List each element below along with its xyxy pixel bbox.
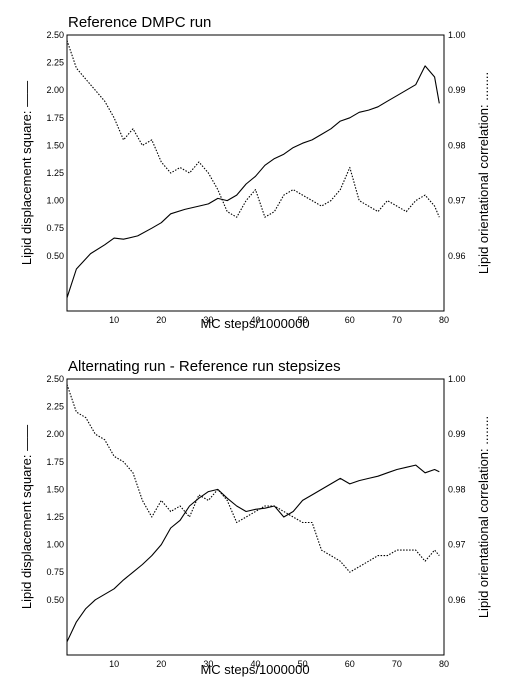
displacement-square-line <box>66 65 440 298</box>
right-y-tick-labels: 0.96 0.97 0.98 0.99 1.00 <box>448 374 466 605</box>
x-tick-label: 20 <box>156 315 166 325</box>
right-y-tick-label: 0.96 <box>448 251 466 261</box>
left-y-tick-label: 2.50 <box>46 374 64 384</box>
x-tick-label: 40 <box>250 315 260 325</box>
right-y-tick-label: 0.98 <box>448 140 466 150</box>
right-y-tick-label: 0.98 <box>448 484 466 494</box>
right-y-tick-label: 1.00 <box>448 30 466 40</box>
x-tick-label: 30 <box>203 315 213 325</box>
left-y-axis-label: Lipid displacement square: —— <box>19 425 34 609</box>
chart-title: Alternating run - Reference run stepsize… <box>68 358 341 375</box>
plot-frame <box>66 34 445 312</box>
orientational-correlation-line <box>66 384 440 573</box>
left-y-tick-label: 1.25 <box>46 512 64 522</box>
right-y-tick-labels: 0.96 0.97 0.98 0.99 1.00 <box>448 30 466 261</box>
x-tick-label: 10 <box>109 659 119 669</box>
x-tick-label: 60 <box>345 659 355 669</box>
left-y-tick-label: 1.50 <box>46 484 64 494</box>
right-y-axis-label: Lipid orientational correlation: .......… <box>476 72 491 274</box>
left-y-tick-labels: 0.50 0.75 1.00 1.25 1.50 1.75 2.00 2.25 2.50 <box>46 30 64 261</box>
left-y-tick-label: 2.00 <box>46 429 64 439</box>
left-y-tick-label: 0.50 <box>46 251 64 261</box>
right-y-tick-label: 0.99 <box>448 85 466 95</box>
x-tick-label: 60 <box>345 315 355 325</box>
right-y-axis-label: Lipid orientational correlation: .......… <box>476 416 491 618</box>
chart-title: Reference DMPC run <box>68 14 211 31</box>
left-y-tick-label: 1.25 <box>46 168 64 178</box>
left-y-tick-label: 1.75 <box>46 457 64 467</box>
x-tick-label: 80 <box>439 659 449 669</box>
displacement-square-line <box>66 464 440 643</box>
left-y-tick-label: 1.50 <box>46 140 64 150</box>
left-y-tick-label: 2.25 <box>46 402 64 412</box>
right-y-tick-label: 1.00 <box>448 374 466 384</box>
x-tick-label: 80 <box>439 315 449 325</box>
left-y-tick-label: 0.50 <box>46 595 64 605</box>
left-y-tick-label: 2.50 <box>46 30 64 40</box>
left-y-tick-label: 2.25 <box>46 58 64 68</box>
x-tick-label: 50 <box>298 659 308 669</box>
left-y-tick-label: 1.00 <box>46 196 64 206</box>
right-y-tick-label: 0.99 <box>448 429 466 439</box>
right-y-tick-label: 0.97 <box>448 196 466 206</box>
x-tick-labels: 10 20 30 40 50 60 70 80 <box>109 659 449 669</box>
x-tick-label: 40 <box>250 659 260 669</box>
x-tick-label: 20 <box>156 659 166 669</box>
right-y-tick-label: 0.97 <box>448 540 466 550</box>
panel-reference-dmpc-run: Reference DMPC run 10 20 30 40 50 60 70 80 0.50… <box>19 14 491 331</box>
left-y-tick-label: 0.75 <box>46 567 64 577</box>
orientational-correlation-line <box>66 40 440 218</box>
left-y-tick-labels: 0.50 0.75 1.00 1.25 1.50 1.75 2.00 2.25 2.50 <box>46 374 64 605</box>
x-tick-label: 10 <box>109 315 119 325</box>
left-y-tick-label: 1.00 <box>46 540 64 550</box>
panel-alternating-run: Alternating run - Reference run stepsize… <box>19 358 491 677</box>
x-tick-label: 70 <box>392 659 402 669</box>
x-axis-label: MC steps/1000000 <box>200 662 309 677</box>
x-tick-label: 50 <box>298 315 308 325</box>
x-tick-label: 30 <box>203 659 213 669</box>
left-y-tick-label: 1.75 <box>46 113 64 123</box>
left-y-axis-label: Lipid displacement square: —— <box>19 81 34 265</box>
x-axis-label: MC steps/1000000 <box>200 316 309 331</box>
plot-frame <box>66 378 445 656</box>
x-tick-labels: 10 20 30 40 50 60 70 80 <box>109 315 449 325</box>
left-y-tick-label: 0.75 <box>46 223 64 233</box>
right-y-tick-label: 0.96 <box>448 595 466 605</box>
series-group <box>66 40 440 298</box>
left-y-tick-label: 2.00 <box>46 85 64 95</box>
x-tick-label: 70 <box>392 315 402 325</box>
series-group <box>66 384 440 643</box>
